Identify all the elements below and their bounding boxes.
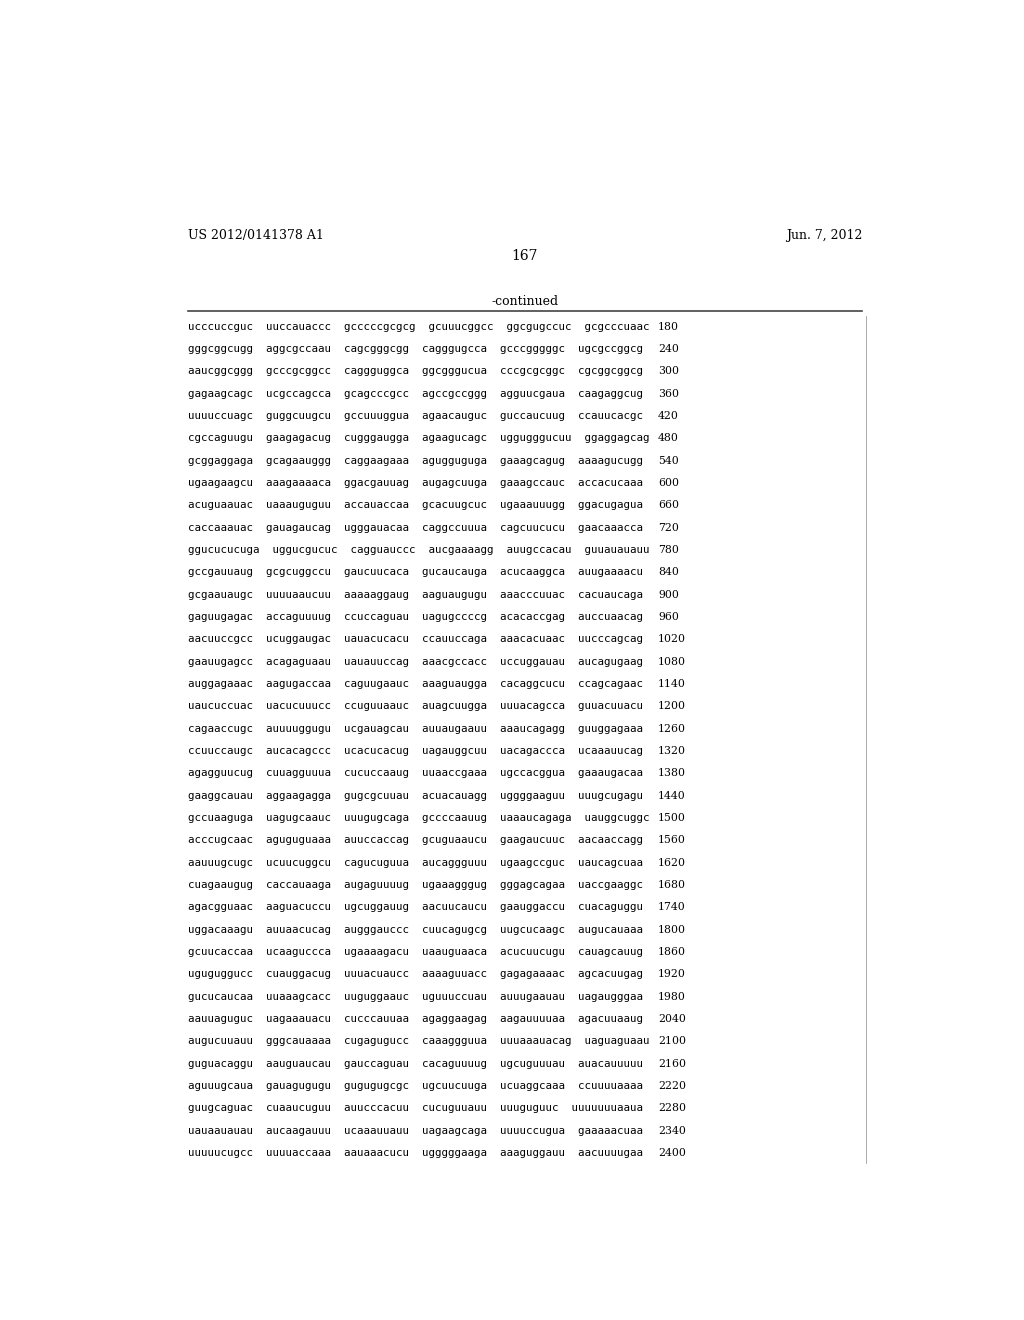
Text: 1020: 1020 bbox=[658, 635, 686, 644]
Text: 1800: 1800 bbox=[658, 924, 686, 935]
Text: 2160: 2160 bbox=[658, 1059, 686, 1068]
Text: ccuuccaugc  aucacagccc  ucacucacug  uagauggcuu  uacagaccca  ucaaauucag: ccuuccaugc aucacagccc ucacucacug uagaugg… bbox=[187, 746, 642, 756]
Text: aguuugcaua  gauagugugu  gugugugcgc  ugcuucuuga  ucuaggcaaa  ccuuuuaaaa: aguuugcaua gauagugugu gugugugcgc ugcuucu… bbox=[187, 1081, 642, 1090]
Text: 2220: 2220 bbox=[658, 1081, 686, 1090]
Text: 660: 660 bbox=[658, 500, 679, 511]
Text: 2340: 2340 bbox=[658, 1126, 686, 1135]
Text: 1920: 1920 bbox=[658, 969, 686, 979]
Text: gucucaucaa  uuaaagcacc  uuguggaauc  uguuuccuau  auuugaauau  uagaugggaa: gucucaucaa uuaaagcacc uuguggaauc uguuucc… bbox=[187, 991, 642, 1002]
Text: 180: 180 bbox=[658, 322, 679, 331]
Text: 1620: 1620 bbox=[658, 858, 686, 867]
Text: 1140: 1140 bbox=[658, 678, 686, 689]
Text: uguguggucc  cuauggacug  uuuacuaucc  aaaaguuacc  gagagaaaac  agcacuugag: uguguggucc cuauggacug uuuacuaucc aaaaguu… bbox=[187, 969, 642, 979]
Text: cgccaguugu  gaagagacug  cugggaugga  agaagucagc  uggugggucuu  ggaggagcag: cgccaguugu gaagagacug cugggaugga agaaguc… bbox=[187, 433, 649, 444]
Text: 780: 780 bbox=[658, 545, 679, 554]
Text: gggcggcugg  aggcgccaau  cagcgggcgg  cagggugcca  gcccgggggc  ugcgccggcg: gggcggcugg aggcgccaau cagcgggcgg cagggug… bbox=[187, 345, 642, 354]
Text: cuagaaugug  caccauaaga  augaguuuug  ugaaagggug  gggagcagaa  uaccgaaggc: cuagaaugug caccauaaga augaguuuug ugaaagg… bbox=[187, 880, 642, 890]
Text: 600: 600 bbox=[658, 478, 679, 488]
Text: agagguucug  cuuagguuua  cucuccaaug  uuaaccgaaa  ugccacggua  gaaaugacaa: agagguucug cuuagguuua cucuccaaug uuaaccg… bbox=[187, 768, 642, 779]
Text: caccaaauac  gauagaucag  ugggauacaa  caggccuuua  cagcuucucu  gaacaaacca: caccaaauac gauagaucag ugggauacaa caggccu… bbox=[187, 523, 642, 532]
Text: uaucuccuac  uacucuuucc  ccuguuaauc  auagcuugga  uuuacagcca  guuacuuacu: uaucuccuac uacucuuucc ccuguuaauc auagcuu… bbox=[187, 701, 642, 711]
Text: gagaagcagc  ucgccagcca  gcagcccgcc  agccgccggg  agguucgaua  caagaggcug: gagaagcagc ucgccagcca gcagcccgcc agccgcc… bbox=[187, 388, 642, 399]
Text: aaucggcggg  gcccgcggcc  caggguggca  ggcgggucua  cccgcgcggc  cgcggcggcg: aaucggcggg gcccgcggcc caggguggca ggcgggu… bbox=[187, 367, 642, 376]
Text: 2280: 2280 bbox=[658, 1104, 686, 1113]
Text: 1380: 1380 bbox=[658, 768, 686, 779]
Text: 1740: 1740 bbox=[658, 903, 686, 912]
Text: -continued: -continued bbox=[492, 296, 558, 309]
Text: acccugcaac  aguguguaaa  auuccaccag  gcuguaaucu  gaagaucuuc  aacaaccagg: acccugcaac aguguguaaa auuccaccag gcuguaa… bbox=[187, 836, 642, 845]
Text: agacgguaac  aaguacuccu  ugcuggauug  aacuucaucu  gaauggaccu  cuacaguggu: agacgguaac aaguacuccu ugcuggauug aacuuca… bbox=[187, 903, 642, 912]
Text: gcgaauaugc  uuuuaaucuu  aaaaaggaug  aaguaugugu  aaacccuuac  cacuaucaga: gcgaauaugc uuuuaaucuu aaaaaggaug aaguaug… bbox=[187, 590, 642, 599]
Text: augucuuauu  gggcauaaaa  cugagugucc  caaaggguua  uuuaaauacag  uaguaguaau: augucuuauu gggcauaaaa cugagugucc caaaggg… bbox=[187, 1036, 649, 1047]
Text: Jun. 7, 2012: Jun. 7, 2012 bbox=[785, 230, 862, 243]
Text: 1980: 1980 bbox=[658, 991, 686, 1002]
Text: 1080: 1080 bbox=[658, 656, 686, 667]
Text: 1560: 1560 bbox=[658, 836, 686, 845]
Text: ugaagaagcu  aaagaaaaca  ggacgauuag  augagcuuga  gaaagccauc  accacucaaa: ugaagaagcu aaagaaaaca ggacgauuag augagcu… bbox=[187, 478, 642, 488]
Text: uauaauauau  aucaagauuu  ucaaauuauu  uagaagcaga  uuuuccugua  gaaaaacuaa: uauaauauau aucaagauuu ucaaauuauu uagaagc… bbox=[187, 1126, 642, 1135]
Text: ggucucucuga  uggucgucuc  cagguauccc  aucgaaaagg  auugccacau  guuauauauu: ggucucucuga uggucgucuc cagguauccc aucgaa… bbox=[187, 545, 649, 554]
Text: US 2012/0141378 A1: US 2012/0141378 A1 bbox=[187, 230, 324, 243]
Text: cagaaccugc  auuuuggugu  ucgauagcau  auuaugaauu  aaaucagagg  guuggagaaa: cagaaccugc auuuuggugu ucgauagcau auuauga… bbox=[187, 723, 642, 734]
Text: 1500: 1500 bbox=[658, 813, 686, 822]
Text: 480: 480 bbox=[658, 433, 679, 444]
Text: uggacaaagu  auuaacucag  augggauccc  cuucagugcg  uugcucaagc  augucauaaa: uggacaaagu auuaacucag augggauccc cuucagu… bbox=[187, 924, 642, 935]
Text: gaaggcauau  aggaagagga  gugcgcuuau  acuacauagg  uggggaaguu  uuugcugagu: gaaggcauau aggaagagga gugcgcuuau acuacau… bbox=[187, 791, 642, 800]
Text: uuuuccuagc  guggcuugcu  gccuuuggua  agaacauguc  guccaucuug  ccauucacgc: uuuuccuagc guggcuugcu gccuuuggua agaacau… bbox=[187, 411, 642, 421]
Text: 960: 960 bbox=[658, 612, 679, 622]
Text: 1260: 1260 bbox=[658, 723, 686, 734]
Text: 1860: 1860 bbox=[658, 946, 686, 957]
Text: 1440: 1440 bbox=[658, 791, 686, 800]
Text: 1200: 1200 bbox=[658, 701, 686, 711]
Text: gccuaaguga  uagugcaauc  uuugugcaga  gccccaauug  uaaaucagaga  uauggcuggc: gccuaaguga uagugcaauc uuugugcaga gccccaa… bbox=[187, 813, 649, 822]
Text: 540: 540 bbox=[658, 455, 679, 466]
Text: gcuucaccaa  ucaaguccca  ugaaaagacu  uaauguaaca  acucuucugu  cauagcauug: gcuucaccaa ucaaguccca ugaaaagacu uaaugua… bbox=[187, 946, 642, 957]
Text: 900: 900 bbox=[658, 590, 679, 599]
Text: gcggaggaga  gcagaauggg  caggaagaaa  agugguguga  gaaagcagug  aaaagucugg: gcggaggaga gcagaauggg caggaagaaa aguggug… bbox=[187, 455, 642, 466]
Text: gccgauuaug  gcgcuggccu  gaucuucaca  gucaucauga  acucaaggca  auugaaaacu: gccgauuaug gcgcuggccu gaucuucaca gucauca… bbox=[187, 568, 642, 577]
Text: gaauugagcc  acagaguaau  uauauuccag  aaacgccacc  uccuggauau  aucagugaag: gaauugagcc acagaguaau uauauuccag aaacgcc… bbox=[187, 656, 642, 667]
Text: 420: 420 bbox=[658, 411, 679, 421]
Text: 300: 300 bbox=[658, 367, 679, 376]
Text: aacuuccgcc  ucuggaugac  uauacucacu  ccauuccaga  aaacacuaac  uucccagcag: aacuuccgcc ucuggaugac uauacucacu ccauucc… bbox=[187, 635, 642, 644]
Text: 720: 720 bbox=[658, 523, 679, 532]
Text: 1680: 1680 bbox=[658, 880, 686, 890]
Text: 167: 167 bbox=[512, 249, 538, 263]
Text: guguacaggu  aauguaucau  gauccaguau  cacaguuuug  ugcuguuuau  auacauuuuu: guguacaggu aauguaucau gauccaguau cacaguu… bbox=[187, 1059, 642, 1068]
Text: aauuaguguc  uagaaauacu  cucccauuaa  agaggaagag  aagauuuuaa  agacuuaaug: aauuaguguc uagaaauacu cucccauuaa agaggaa… bbox=[187, 1014, 642, 1024]
Text: 2040: 2040 bbox=[658, 1014, 686, 1024]
Text: 2400: 2400 bbox=[658, 1148, 686, 1158]
Text: aauuugcugc  ucuucuggcu  cagucuguua  aucaggguuu  ugaagccguc  uaucagcuaa: aauuugcugc ucuucuggcu cagucuguua aucaggg… bbox=[187, 858, 642, 867]
Text: uuuuucugcc  uuuuaccaaa  aauaaacucu  ugggggaaga  aaaguggauu  aacuuuugaa: uuuuucugcc uuuuaccaaa aauaaacucu uggggga… bbox=[187, 1148, 642, 1158]
Text: 240: 240 bbox=[658, 345, 679, 354]
Text: gaguugagac  accaguuuug  ccuccaguau  uagugccccg  acacaccgag  auccuaacag: gaguugagac accaguuuug ccuccaguau uagugcc… bbox=[187, 612, 642, 622]
Text: 2100: 2100 bbox=[658, 1036, 686, 1047]
Text: acuguaauac  uaaauguguu  accauaccaa  gcacuugcuc  ugaaauuugg  ggacugagua: acuguaauac uaaauguguu accauaccaa gcacuug… bbox=[187, 500, 642, 511]
Text: 1320: 1320 bbox=[658, 746, 686, 756]
Text: auggagaaac  aagugaccaa  caguugaauc  aaaguaugga  cacaggcucu  ccagcagaac: auggagaaac aagugaccaa caguugaauc aaaguau… bbox=[187, 678, 642, 689]
Text: 840: 840 bbox=[658, 568, 679, 577]
Text: guugcaguac  cuaaucuguu  auucccacuu  cucuguuauu  uuuguguuc  uuuuuuuaaua: guugcaguac cuaaucuguu auucccacuu cucuguu… bbox=[187, 1104, 642, 1113]
Text: ucccuccguc  uuccauaccc  gcccccgcgcg  gcuuucggcc  ggcgugccuc  gcgcccuaac: ucccuccguc uuccauaccc gcccccgcgcg gcuuuc… bbox=[187, 322, 649, 331]
Text: 360: 360 bbox=[658, 388, 679, 399]
